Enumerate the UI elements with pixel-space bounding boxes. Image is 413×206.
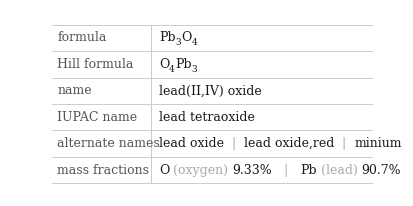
- Text: lead oxide: lead oxide: [159, 137, 224, 150]
- Text: lead tetraoxide: lead tetraoxide: [159, 111, 255, 124]
- Text: minium: minium: [355, 137, 402, 150]
- Text: |: |: [335, 137, 355, 150]
- Text: 4: 4: [192, 38, 197, 47]
- Text: lead oxide,red: lead oxide,red: [244, 137, 335, 150]
- Text: mass fractions: mass fractions: [57, 164, 150, 177]
- Text: Hill formula: Hill formula: [57, 58, 134, 71]
- Text: Pb: Pb: [300, 164, 317, 177]
- Text: 9.33%: 9.33%: [232, 164, 272, 177]
- Text: formula: formula: [57, 32, 107, 44]
- Text: O: O: [159, 58, 169, 71]
- Text: 90.7%: 90.7%: [362, 164, 401, 177]
- Text: 3: 3: [176, 38, 181, 47]
- Text: lead(II,IV) oxide: lead(II,IV) oxide: [159, 84, 261, 97]
- Text: |: |: [224, 137, 244, 150]
- Text: IUPAC name: IUPAC name: [57, 111, 138, 124]
- Text: Pb: Pb: [175, 58, 192, 71]
- Text: (lead): (lead): [317, 164, 362, 177]
- Text: (oxygen): (oxygen): [169, 164, 232, 177]
- Text: alternate names: alternate names: [57, 137, 160, 150]
- Text: Pb: Pb: [159, 32, 176, 44]
- Text: |: |: [272, 164, 300, 177]
- Text: 3: 3: [192, 65, 197, 74]
- Text: 4: 4: [169, 65, 175, 74]
- Text: O: O: [159, 164, 169, 177]
- Text: O: O: [181, 32, 192, 44]
- Text: name: name: [57, 84, 92, 97]
